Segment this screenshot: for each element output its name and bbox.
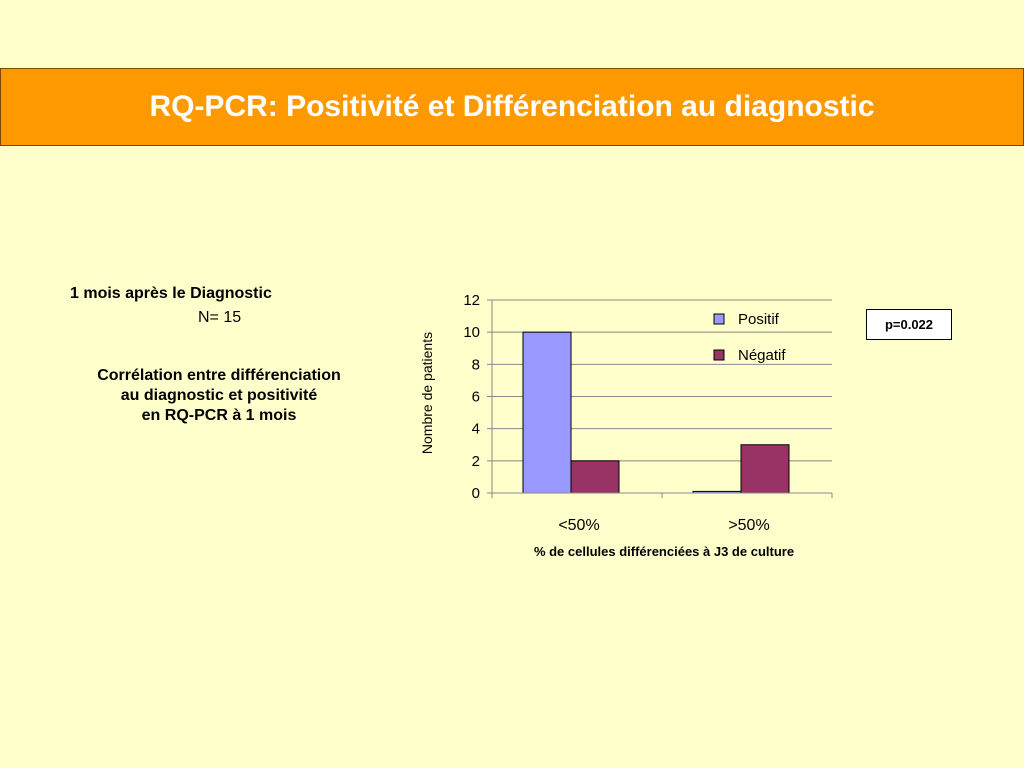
x-axis-label: % de cellules différenciées à J3 de cult… [534, 544, 794, 559]
p-value-box: p=0.022 [866, 309, 952, 340]
chart-bars [522, 331, 790, 494]
y-tick-label: 8 [472, 356, 480, 373]
y-axis-label: Nombre de patients [419, 332, 435, 454]
slide-title: RQ-PCR: Positivité et Différenciation au… [149, 90, 875, 123]
sample-size-label: N= 15 [198, 309, 242, 326]
correlation-line-1: Corrélation entre différenciation [97, 367, 341, 384]
legend-label: Négatif [738, 347, 786, 364]
y-tick-label: 10 [463, 324, 480, 341]
legend-label: Positif [738, 311, 780, 328]
y-tick-label: 4 [472, 421, 480, 438]
chart-y-ticks: 0 2 4 6 8 10 12 [463, 292, 480, 502]
timepoint-label: 1 mois après le Diagnostic [70, 285, 272, 302]
y-tick-label: 6 [472, 389, 480, 406]
correlation-line-3: en RQ-PCR à 1 mois [141, 407, 297, 424]
chart-axes [487, 299, 833, 498]
bar-1-1 [740, 444, 790, 494]
y-tick-label: 12 [463, 292, 480, 309]
x-tick-label: <50% [558, 517, 599, 534]
chart-legend: Positif Négatif [713, 311, 786, 364]
chart-x-ticks: <50% >50% [558, 517, 769, 534]
correlation-line-2: au diagnostic et positivité [120, 387, 318, 404]
y-tick-label: 0 [472, 485, 480, 502]
legend-swatch [713, 313, 725, 325]
y-tick-label: 2 [472, 453, 480, 470]
correlation-description: Corrélation entre différenciation au dia… [60, 366, 378, 426]
legend-swatch [713, 349, 725, 361]
bar-1-0 [570, 460, 620, 494]
p-value-text: p=0.022 [884, 317, 934, 332]
x-tick-label: >50% [728, 517, 769, 534]
bar-chart: 0 2 4 6 8 10 12 <50% >50% Nombre de patients % … [419, 292, 833, 559]
title-bar: RQ-PCR: Positivité et Différenciation au… [0, 68, 1024, 146]
bar-0-0 [522, 331, 572, 494]
